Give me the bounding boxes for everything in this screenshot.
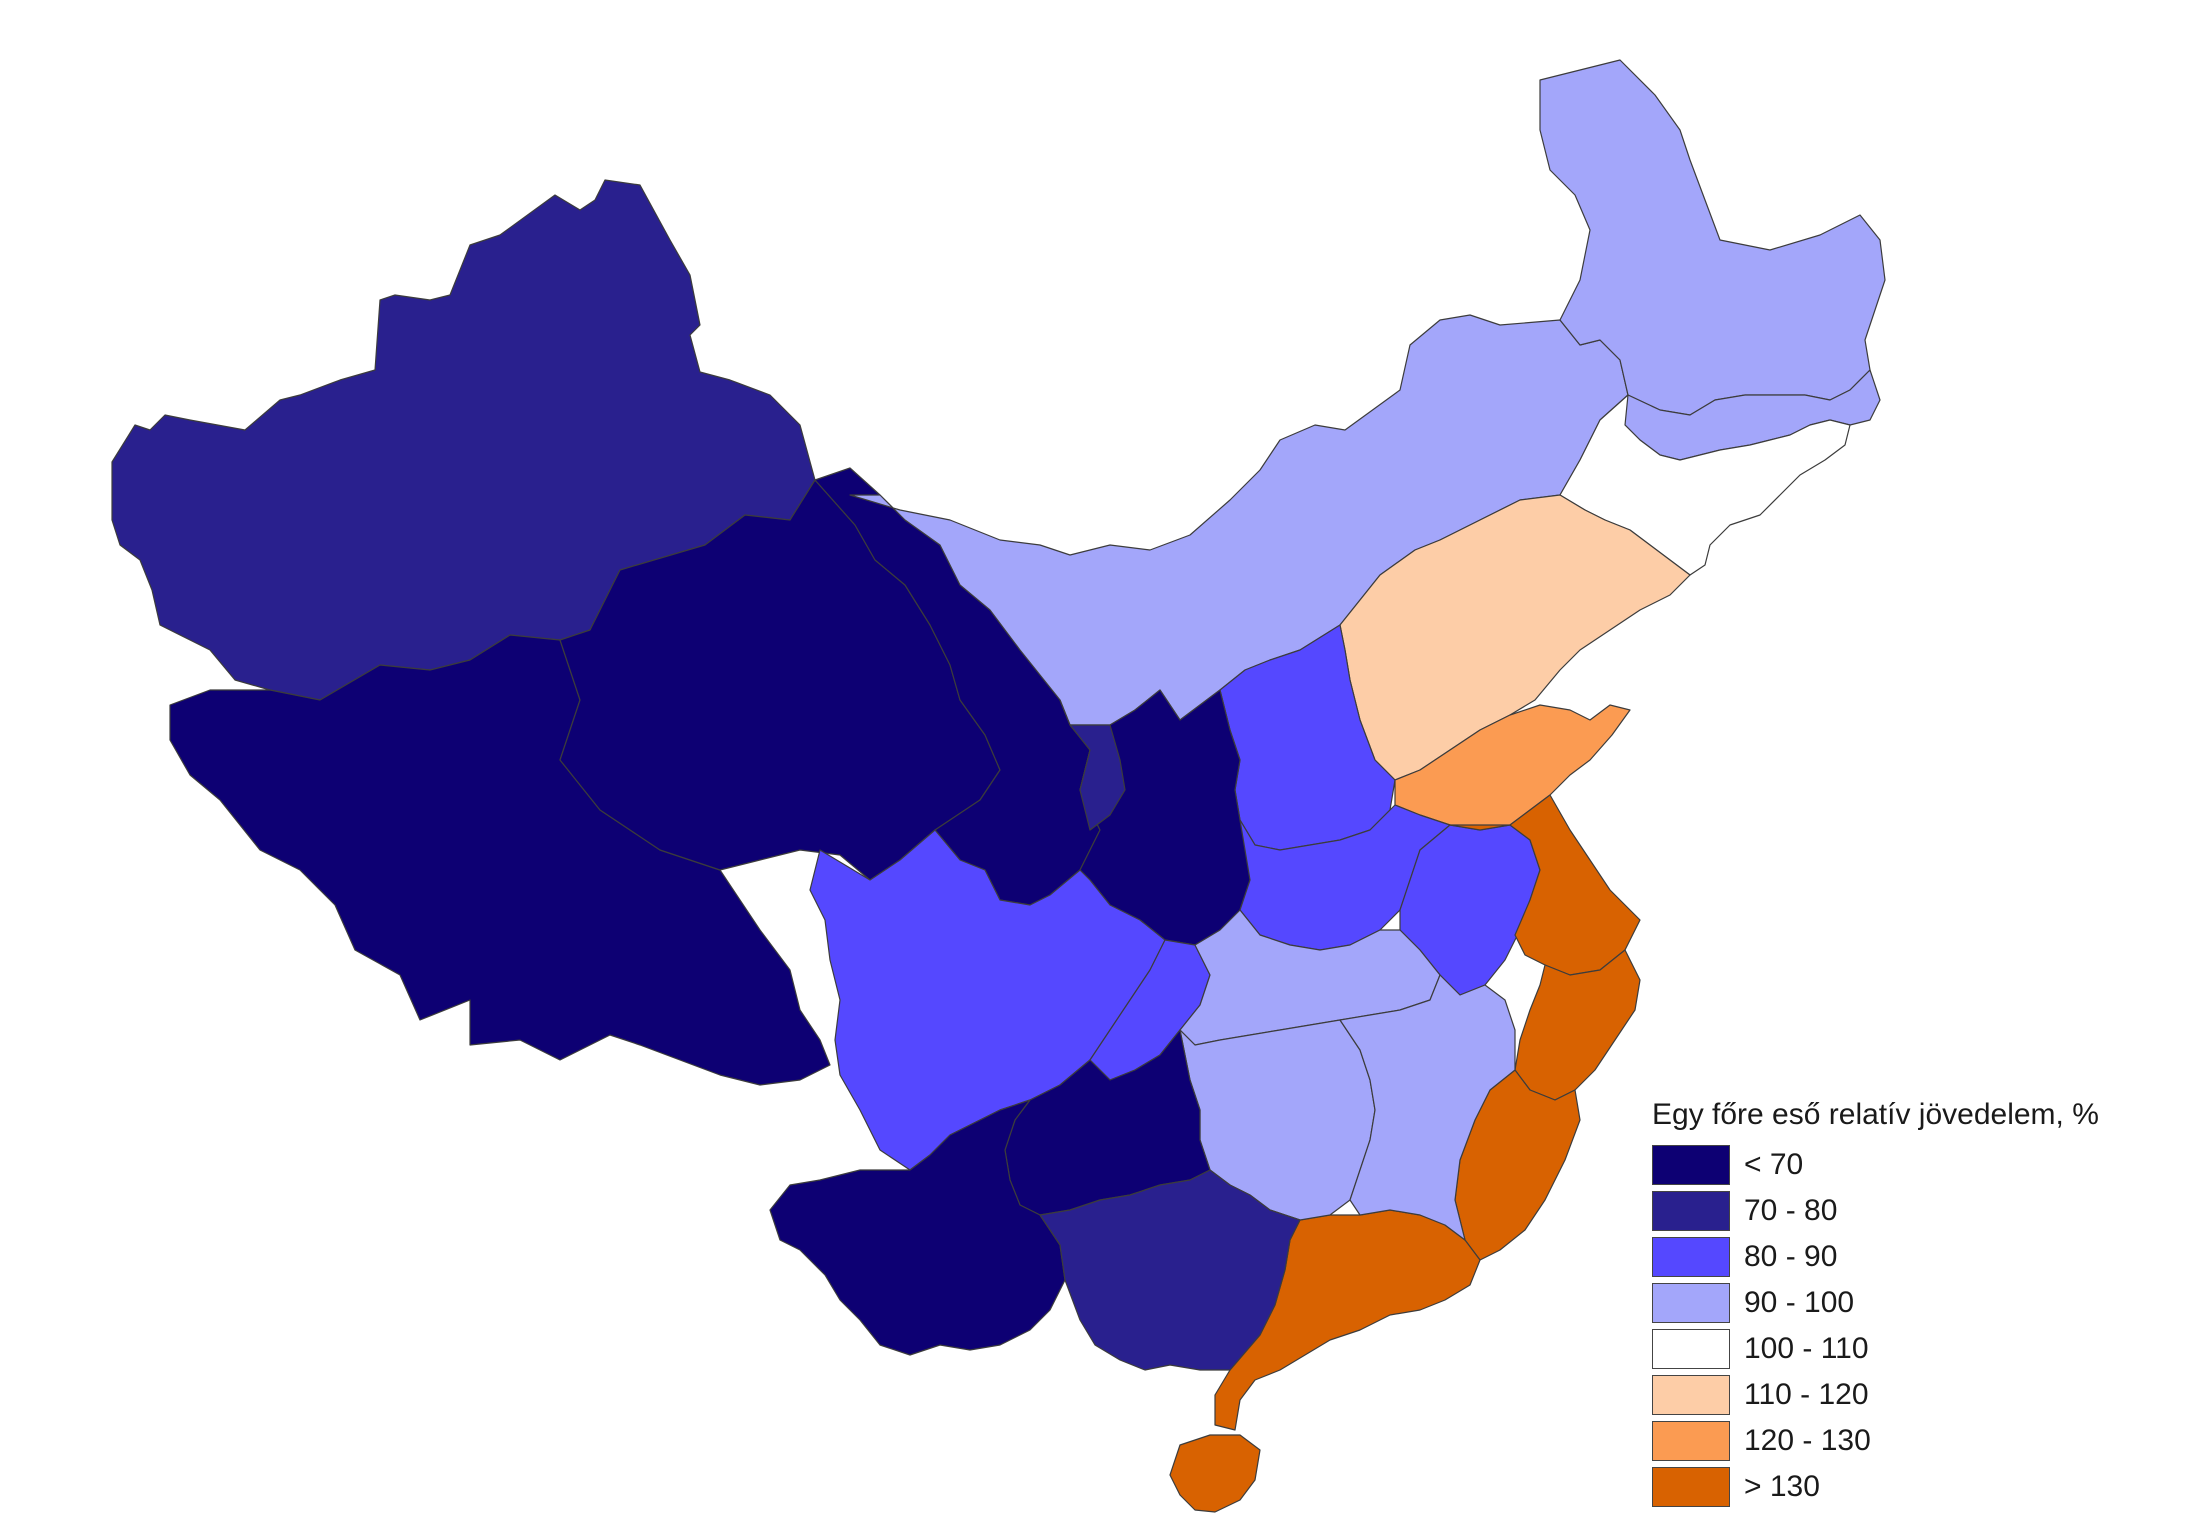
legend-label: 70 - 80 — [1744, 1194, 1838, 1227]
legend-swatch — [1652, 1467, 1730, 1507]
legend-label: 90 - 100 — [1744, 1286, 1855, 1319]
region-yunnan — [769, 1099, 1066, 1356]
legend-label: 100 - 110 — [1744, 1332, 1869, 1365]
region-guangxi — [1039, 1169, 1301, 1371]
legend-item: 120 - 130 — [1652, 1418, 2099, 1464]
legend: Egy főre eső relatív jövedelem, % < 70 7… — [1652, 1098, 2099, 1510]
region-zhejiang — [1514, 949, 1641, 1101]
legend-label: < 70 — [1744, 1148, 1804, 1181]
legend-item: > 130 — [1652, 1464, 2099, 1510]
legend-item: 110 - 120 — [1652, 1372, 2099, 1418]
legend-item: 100 - 110 — [1652, 1326, 2099, 1372]
legend-swatch — [1652, 1329, 1730, 1369]
legend-swatch — [1652, 1145, 1730, 1185]
legend-label: > 130 — [1744, 1470, 1820, 1503]
legend-label: 80 - 90 — [1744, 1240, 1838, 1273]
legend-swatch — [1652, 1283, 1730, 1323]
legend-swatch — [1652, 1375, 1730, 1415]
legend-swatch — [1652, 1191, 1730, 1231]
legend-item: 90 - 100 — [1652, 1280, 2099, 1326]
region-tibet — [169, 634, 831, 1086]
region-ningxia — [1059, 699, 1126, 831]
legend-swatch — [1652, 1421, 1730, 1461]
legend-item: 80 - 90 — [1652, 1234, 2099, 1280]
legend-label: 110 - 120 — [1744, 1378, 1869, 1411]
legend-title: Egy főre eső relatív jövedelem, % — [1652, 1098, 2099, 1131]
region-xinjiang — [111, 179, 816, 701]
legend-item: 70 - 80 — [1652, 1188, 2099, 1234]
legend-swatch — [1652, 1237, 1730, 1277]
legend-label: 120 - 130 — [1744, 1424, 1871, 1457]
region-jiangxi — [1339, 974, 1516, 1241]
region-hainan — [1169, 1434, 1261, 1513]
legend-item: < 70 — [1652, 1142, 2099, 1188]
